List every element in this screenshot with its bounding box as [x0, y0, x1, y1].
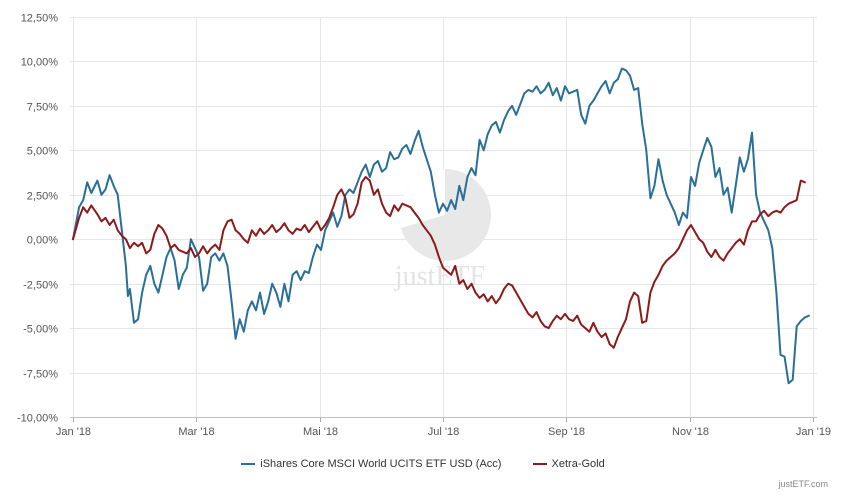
y-tick-label: -5,00% — [23, 324, 58, 336]
legend: iShares Core MSCI World UCITS ETF USD (A… — [0, 456, 846, 470]
y-tick-label: 10,00% — [21, 57, 59, 69]
justetf-watermark: justETF — [394, 169, 491, 292]
series-line-0 — [72, 67, 810, 385]
legend-label-ishares: iShares Core MSCI World UCITS ETF USD (A… — [260, 458, 502, 470]
legend-item-ishares[interactable]: iShares Core MSCI World UCITS ETF USD (A… — [241, 458, 501, 470]
x-tick-label: Mar '18 — [178, 426, 214, 438]
y-tick-label: -2,50% — [23, 280, 58, 292]
y-tick-label: 5,00% — [27, 146, 58, 158]
axes: 12,50% 10,00% 7,50% 5,00% 2,50% 0,00% -2,50% -5… — [17, 13, 831, 439]
series-line-1 — [72, 176, 806, 349]
watermark-text: justETF — [394, 261, 485, 292]
x-tick-label: Jul '18 — [428, 426, 459, 438]
y-tick-label: -10,00% — [17, 413, 58, 425]
x-tick-label: Nov '18 — [672, 426, 709, 438]
y-tick-label: 12,50% — [21, 13, 59, 25]
legend-item-xetra-gold[interactable]: Xetra-Gold — [532, 458, 605, 470]
x-tick-label: Sep '18 — [548, 426, 585, 438]
x-tick-label: Jan '19 — [796, 426, 831, 438]
x-tick-label: Mai '18 — [303, 426, 338, 438]
legend-swatch-xetra-gold — [532, 463, 547, 465]
credit-label[interactable]: justETF.com — [778, 479, 828, 489]
legend-swatch-ishares — [241, 463, 256, 465]
series-group — [72, 67, 810, 385]
y-tick-label: 2,50% — [27, 191, 58, 203]
y-tick-label: -7,50% — [23, 369, 58, 381]
y-tick-label: 7,50% — [27, 102, 58, 114]
legend-label-xetra-gold: Xetra-Gold — [551, 458, 605, 470]
y-tick-label: 0,00% — [27, 235, 58, 247]
x-tick-label: Jan '18 — [56, 426, 91, 438]
